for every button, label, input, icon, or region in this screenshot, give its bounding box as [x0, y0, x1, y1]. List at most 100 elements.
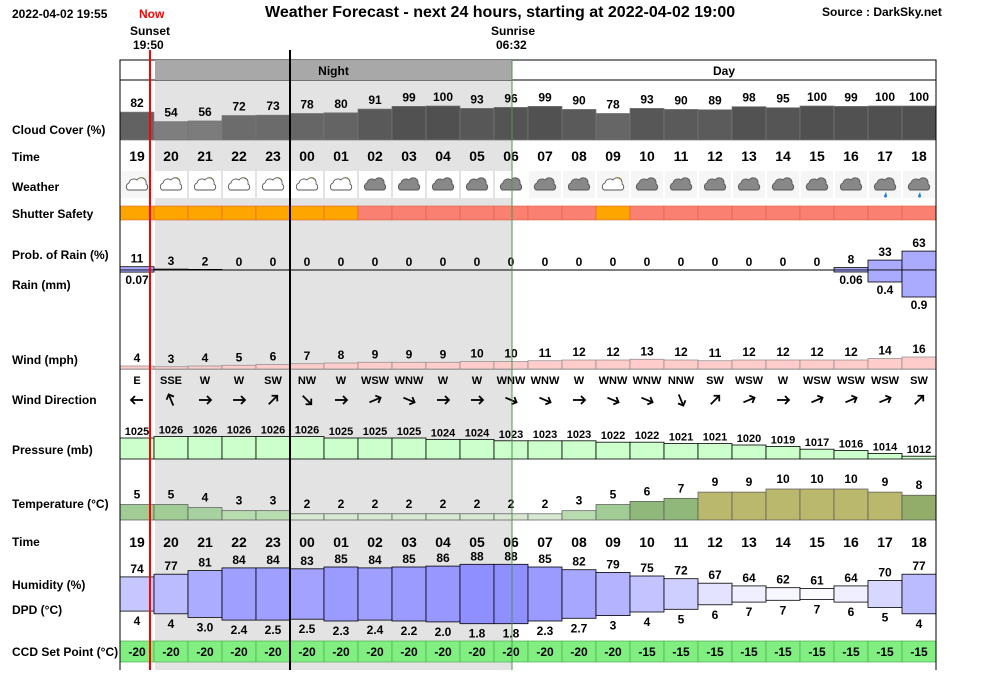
- rain-probability-value: 2: [202, 254, 209, 268]
- cloud-shape: [125, 177, 149, 191]
- humidity-value: 61: [810, 574, 824, 588]
- sunrise-time: 06:32: [496, 38, 527, 52]
- cloud-shape: [193, 177, 217, 191]
- humidity-value: 72: [674, 564, 688, 578]
- pressure-value: 1021: [703, 432, 727, 444]
- wind-speed-value: 9: [440, 347, 447, 361]
- sunset-time: 19:50: [133, 38, 164, 52]
- shutter-safety-cell: [527, 205, 563, 221]
- ccd-set-point-value: -15: [774, 645, 792, 659]
- cloud-shape: [839, 177, 863, 191]
- cloud-shape: [805, 177, 829, 191]
- rain-probability-value: 0: [644, 255, 651, 269]
- wind-direction-label: E: [133, 375, 140, 387]
- time-label: 03: [401, 148, 417, 164]
- pressure-value: 1023: [567, 429, 591, 441]
- dpd-value: 2.3: [537, 624, 554, 638]
- humidity-bar: [629, 575, 665, 613]
- arrow-head: [748, 394, 756, 404]
- humidity-value: 84: [368, 553, 382, 567]
- pressure-value: 1024: [431, 427, 456, 439]
- ccd-set-point-value: -20: [196, 645, 214, 659]
- pressure-bar: [561, 440, 597, 460]
- pressure-bar: [595, 441, 631, 460]
- humidity-value: 77: [912, 559, 926, 573]
- arrow-head: [240, 395, 247, 405]
- time-label-2: 03: [401, 534, 417, 550]
- wind-direction-arrow: [710, 394, 721, 405]
- ccd-set-point-value: -20: [434, 645, 452, 659]
- cloud-outline: [567, 177, 591, 191]
- rain-probability-value: 0: [338, 255, 345, 269]
- temperature-bar: [187, 507, 223, 521]
- humidity-bar: [901, 573, 937, 615]
- wind-direction-arrow: [165, 393, 175, 406]
- wind-speed-value: 5: [236, 350, 243, 364]
- humidity-bar: [663, 578, 699, 610]
- cloud-outline: [601, 177, 625, 191]
- pressure-value: 1023: [499, 429, 523, 441]
- cloud-cover-bar: [663, 109, 699, 141]
- dpd-value: 4: [644, 615, 651, 629]
- pressure-bar: [323, 437, 359, 460]
- temperature-value: 2: [542, 497, 549, 511]
- humidity-value: 85: [538, 552, 552, 566]
- wind-direction-label: WNW: [531, 375, 560, 387]
- cloud-shape: [159, 177, 183, 191]
- temperature-value: 2: [372, 497, 379, 511]
- humidity-value: 67: [708, 568, 722, 582]
- time-label: 14: [775, 148, 791, 164]
- cloud-outline: [363, 177, 387, 191]
- pressure-bar: [901, 455, 937, 460]
- wind-speed-bar: [289, 363, 325, 370]
- time-label-2: 06: [503, 534, 519, 550]
- temperature-value: 9: [746, 475, 753, 489]
- pressure-bar: [663, 443, 699, 460]
- wind-speed-bar: [629, 358, 665, 370]
- temperature-value: 4: [202, 491, 209, 505]
- time-label-2: 10: [639, 534, 655, 550]
- wind-speed-bar: [731, 359, 767, 370]
- pressure-bar: [357, 437, 393, 460]
- time-label-2: 14: [775, 534, 791, 550]
- wind-speed-value: 12: [844, 345, 858, 359]
- time-label: 05: [469, 148, 485, 164]
- wind-direction-arrow: [677, 394, 687, 407]
- arrow-head: [816, 394, 824, 404]
- dpd-value: 2.0: [435, 625, 452, 639]
- rain-probability-value: 0: [712, 255, 719, 269]
- arrow-shaft: [743, 396, 755, 404]
- cloud-cover-bar: [255, 114, 291, 141]
- wind-direction-label: NNW: [668, 375, 695, 387]
- dpd-value: 3.0: [197, 620, 214, 634]
- wind-speed-value: 16: [912, 342, 926, 356]
- cloud-outline: [533, 177, 557, 191]
- time-label: 12: [707, 148, 723, 164]
- dpd-value: 4: [134, 614, 141, 628]
- cloud-outline: [227, 177, 251, 191]
- pressure-value: 1014: [873, 441, 898, 453]
- time-label: 21: [197, 148, 213, 164]
- time-label: 02: [367, 148, 383, 164]
- cloud-cover-value: 72: [232, 100, 246, 114]
- arrow-head: [850, 394, 858, 404]
- cloud-cover-value: 93: [470, 92, 484, 106]
- rain-probability-bar: [187, 268, 223, 271]
- sunrise-label: Sunrise: [491, 24, 536, 38]
- arrow-shaft: [677, 394, 685, 406]
- wind-direction-arrow: [777, 395, 791, 405]
- time-label-2: 18: [911, 534, 927, 550]
- pressure-bar: [527, 440, 563, 460]
- arrow-shaft: [505, 396, 517, 404]
- arrow-shaft: [879, 396, 891, 404]
- shutter-safety-cell: [901, 205, 937, 221]
- rain-probability-value: 63: [912, 236, 926, 250]
- wind-speed-bar: [799, 359, 835, 370]
- arrow-head: [580, 395, 587, 405]
- temperature-bar: [731, 491, 767, 521]
- pressure-value: 1026: [227, 425, 251, 437]
- arrow-shaft: [914, 395, 924, 405]
- wind-speed-value: 13: [640, 344, 654, 358]
- arrow-head: [612, 396, 620, 406]
- time-label: 00: [299, 148, 315, 164]
